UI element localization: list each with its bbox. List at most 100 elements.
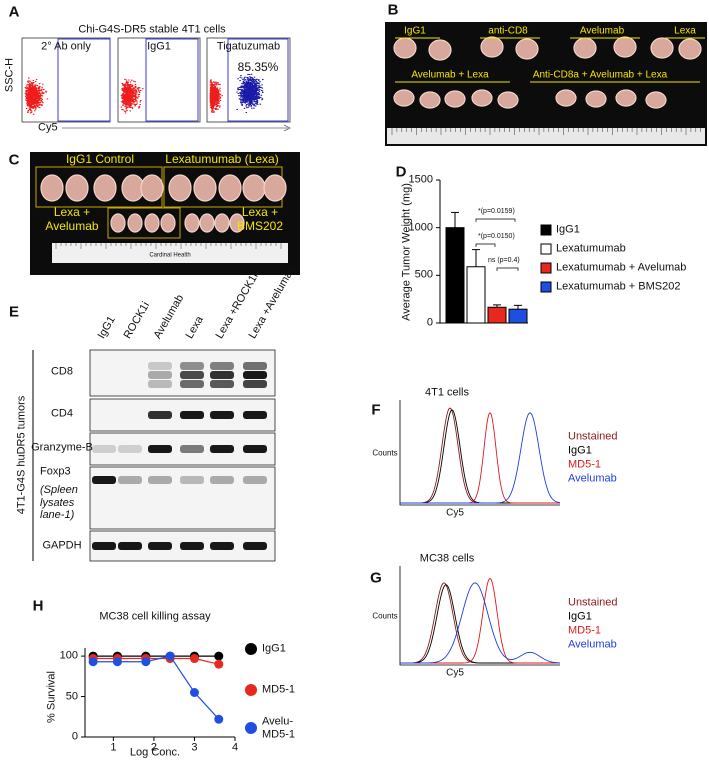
group-label: Avelumab [579, 25, 625, 37]
cell-events [24, 77, 49, 115]
legend-label: IgG1 [556, 223, 580, 236]
tumor [585, 90, 607, 108]
blot-band [243, 476, 267, 484]
blot-band [210, 380, 234, 388]
bar [445, 227, 465, 324]
blot-band [180, 476, 204, 484]
bar [466, 266, 486, 324]
gate [227, 38, 289, 122]
x-tick-label: 1 [110, 741, 117, 754]
legend-label: Lexatumumab [556, 242, 626, 255]
legend-swatch [540, 224, 552, 236]
data-point [214, 714, 224, 724]
bar [487, 306, 507, 324]
axis-arrow-head [283, 124, 291, 132]
blot-band [148, 411, 172, 419]
tumor [650, 37, 674, 59]
cell-events [120, 78, 144, 114]
group-label: Anti-CD8a + Avelumab + Lexa [532, 69, 668, 81]
row-label: GAPDH [42, 539, 82, 552]
row-note: (Spleen lysates lane-1) [40, 484, 78, 522]
y-tick-label: 0 [426, 316, 433, 329]
tumor [218, 174, 242, 202]
x-tick-label: 4 [231, 741, 239, 754]
legend-label: MD5-1 [262, 683, 296, 696]
group-label: Lexa + Avelumab [45, 205, 99, 233]
panel-label: F [371, 401, 381, 419]
tumor [393, 89, 415, 107]
histogram-curve [400, 582, 561, 664]
legend-label: IgG1 [568, 610, 592, 623]
cell-events [209, 79, 224, 113]
tumor [40, 174, 64, 202]
data-point [189, 688, 199, 697]
chart-title: MC38 cell killing assay [99, 610, 211, 623]
tumor [444, 90, 466, 108]
legend-label: Unstained [568, 430, 618, 443]
legend-label: MD5-1 [568, 624, 602, 637]
data-point [214, 659, 224, 669]
plot-label: 2° Ab only [41, 40, 91, 53]
tumor [613, 36, 637, 58]
significance-bracket [475, 218, 516, 222]
histogram-curve [400, 412, 560, 504]
y-axis-label: Counts [372, 610, 398, 620]
panel-label: G [370, 569, 382, 587]
panel-title: Chi-G4S-DR5 stable 4T1 cells [78, 23, 226, 36]
plot-label: IgG1 [147, 40, 171, 53]
y-tick-label: 1000 [408, 221, 433, 234]
data-point [214, 651, 224, 661]
tumor [140, 174, 164, 202]
blot-band [243, 445, 267, 453]
histogram-curve [400, 584, 560, 664]
row-label: CD4 [50, 407, 74, 420]
bar [508, 308, 528, 324]
tumor [65, 174, 89, 202]
blot-band [148, 371, 172, 379]
blot-band [210, 445, 234, 453]
significance-bracket [475, 243, 496, 247]
blot-band [210, 362, 234, 370]
blot-band [210, 371, 234, 379]
significance-bracket [496, 267, 519, 271]
tumor [144, 213, 160, 233]
plot-frame [206, 37, 291, 123]
panel-label: D [395, 163, 407, 181]
blot-strip [89, 466, 276, 530]
group-box [107, 207, 181, 239]
blot-band [243, 411, 267, 419]
plot-frame [117, 37, 201, 123]
histogram-curve [400, 582, 560, 664]
histogram-axes [399, 566, 560, 666]
x-tick-label: 2 [150, 741, 157, 754]
group-label: Lexatumumab (Lexa) [165, 152, 279, 167]
legend-label: IgG1 [262, 642, 286, 655]
blot-band [148, 476, 172, 484]
blot-band [148, 380, 172, 388]
gate-percent: 85.35% [237, 60, 279, 75]
tumor [214, 213, 230, 233]
group-label: IgG1 [404, 25, 426, 37]
blot-band [92, 476, 116, 484]
blot-band [180, 371, 204, 379]
tumor [127, 213, 143, 233]
data-point [88, 657, 98, 667]
group-label: anti-CD8 [488, 25, 528, 37]
blot-band [92, 542, 116, 550]
tumor [515, 38, 539, 60]
row-label: Foxp3 [40, 465, 71, 478]
blot-band [180, 362, 204, 370]
tumor [168, 174, 192, 202]
y-tick-label: 0 [71, 730, 78, 743]
blot-band [210, 542, 234, 550]
y-axis-label: % Survival [45, 671, 58, 723]
x-axis-label: Cy5 [446, 507, 464, 519]
significance-label: *(p=0.0150) [478, 232, 515, 240]
tumor [229, 213, 245, 233]
group-label: IgG1 Control [65, 152, 135, 167]
tumor [93, 174, 117, 202]
ruler [52, 243, 288, 263]
tumor [184, 213, 200, 233]
panel-title: MC38 cells [419, 552, 475, 565]
